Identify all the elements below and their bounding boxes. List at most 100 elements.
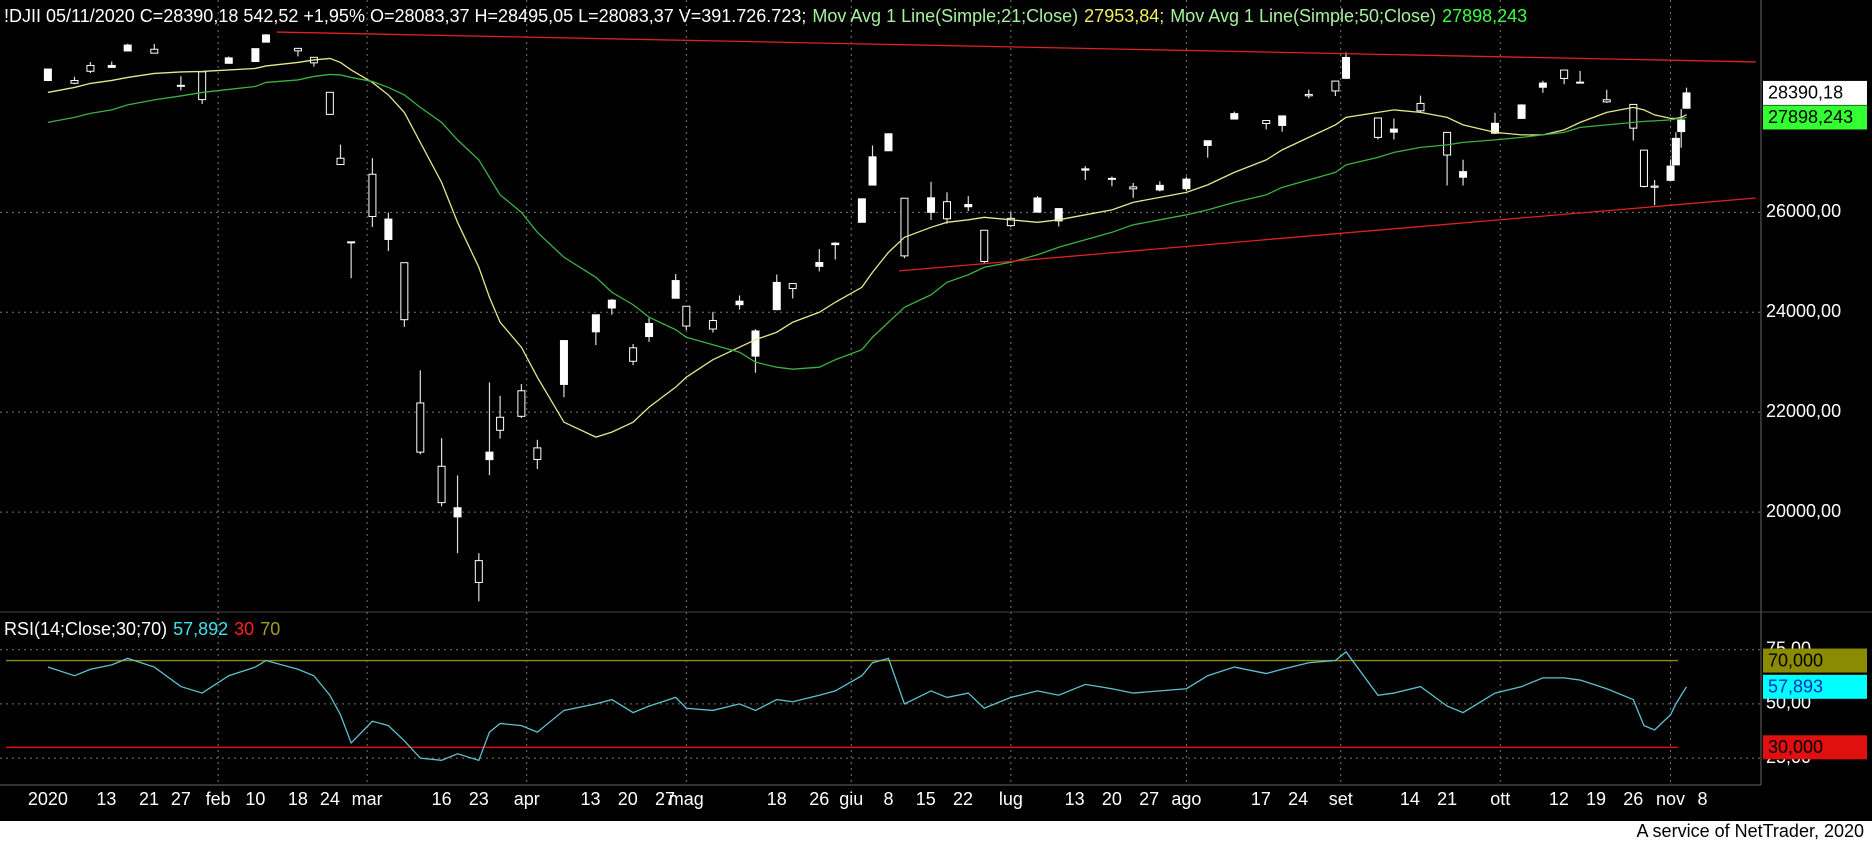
- candle-body: [198, 71, 207, 101]
- trendline: [899, 197, 1756, 272]
- chart-header: !DJII 05/11/2020 C=28390,18 542,52 +1,95…: [4, 6, 1527, 26]
- candle-body: [1677, 119, 1686, 133]
- x-tick-label: 2020: [28, 789, 68, 809]
- level-box: [1763, 648, 1867, 673]
- candle-body: [980, 229, 989, 262]
- candle-body: [1416, 102, 1425, 112]
- candle-body: [1682, 92, 1691, 109]
- x-tick-label: 20: [1102, 789, 1122, 809]
- candle-body: [251, 48, 260, 62]
- header-part: 27953,84;: [1084, 6, 1164, 26]
- candle-body: [293, 47, 302, 52]
- candle-body: [831, 242, 840, 246]
- x-tick-label: feb: [206, 789, 231, 809]
- candle-body: [868, 156, 877, 186]
- candle-body: [70, 79, 79, 84]
- price-label-box: [1763, 105, 1867, 130]
- candle-body: [735, 300, 744, 306]
- candle-body: [1304, 93, 1313, 97]
- x-tick-label: ott: [1490, 789, 1510, 809]
- x-tick-label: nov: [1656, 789, 1685, 809]
- candle-body: [943, 201, 952, 220]
- candle-body: [485, 451, 494, 461]
- candle-body: [884, 133, 893, 152]
- y-tick-label: 24000,00: [1766, 301, 1841, 321]
- x-tick-label: 17: [1251, 789, 1271, 809]
- candle-body: [325, 91, 334, 115]
- header-part: 57,892: [173, 619, 228, 639]
- x-tick-label: 27: [655, 789, 675, 809]
- candle-body: [900, 197, 909, 257]
- candle-body: [496, 416, 505, 431]
- candle-body: [1054, 208, 1063, 222]
- x-tick-label: 26: [809, 789, 829, 809]
- candle-body: [224, 57, 233, 64]
- y-tick-label: 22000,00: [1766, 401, 1841, 421]
- x-tick-label: 27: [171, 789, 191, 809]
- candle-body: [1107, 177, 1116, 180]
- x-tick-label: 20: [618, 789, 638, 809]
- x-tick-label: 24: [1288, 789, 1308, 809]
- price-label-box: [1763, 80, 1867, 105]
- candle-body: [1459, 171, 1468, 178]
- candle-body: [1230, 113, 1239, 120]
- price-label: 28390,18: [1768, 83, 1843, 103]
- candle-body: [607, 299, 616, 309]
- header-part: 70: [260, 619, 280, 639]
- footer-bar: [0, 821, 1872, 844]
- candle-body: [1538, 82, 1547, 88]
- header-part: Mov Avg 1 Line(Simple;50;Close): [1170, 6, 1436, 26]
- candle-body: [1033, 197, 1042, 213]
- trendline: [276, 31, 1756, 63]
- level-label: 30,000: [1768, 737, 1823, 757]
- x-tick-label: 18: [288, 789, 308, 809]
- candle-body: [1182, 178, 1191, 190]
- candle-body: [474, 560, 483, 583]
- x-tick-label: 21: [139, 789, 159, 809]
- header-part: RSI(14;Close;30;70): [4, 619, 167, 639]
- candle-body: [123, 44, 132, 52]
- candle-body: [629, 347, 638, 362]
- rsi-line: [47, 650, 1688, 762]
- x-tick-label: 27: [1139, 789, 1159, 809]
- candle-body: [336, 157, 345, 166]
- x-tick-label: 19: [1586, 789, 1606, 809]
- candle-body: [86, 64, 95, 72]
- candle-body: [927, 197, 936, 213]
- x-tick-label: 22: [953, 789, 973, 809]
- candle-body: [708, 320, 717, 330]
- candle-body: [964, 204, 973, 208]
- price-label-box: [1763, 674, 1867, 699]
- candle-body: [1389, 128, 1398, 133]
- header-part: Mov Avg 1 Line(Simple;21;Close): [812, 6, 1078, 26]
- price-label: 57,893: [1768, 677, 1823, 697]
- candle-body: [815, 262, 824, 267]
- x-tick-label: mar: [352, 789, 383, 809]
- candle-body: [1331, 80, 1340, 92]
- x-tick-label: 13: [1065, 789, 1085, 809]
- x-tick-label: ago: [1171, 789, 1201, 809]
- candle-body: [384, 218, 393, 240]
- candle-body: [517, 390, 526, 417]
- candle-body: [1490, 122, 1499, 134]
- candle-body: [1081, 168, 1090, 171]
- x-tick-label: 26: [1623, 789, 1643, 809]
- candle-body: [1666, 165, 1675, 181]
- x-tick-label: giu: [839, 789, 863, 809]
- candle-body: [682, 305, 691, 327]
- candle-body: [1203, 140, 1212, 146]
- candle-body: [1373, 117, 1382, 138]
- candle-body: [788, 283, 797, 290]
- y-tick-label: 26000,00: [1766, 201, 1841, 221]
- candle-body: [1278, 115, 1287, 126]
- candle-body: [416, 402, 425, 453]
- candle-body: [1629, 103, 1638, 129]
- candle-body: [107, 64, 116, 68]
- footer-text: A service of NetTrader, 2020: [1637, 821, 1864, 841]
- x-tick-label: 24: [320, 789, 340, 809]
- candle-body: [262, 34, 271, 43]
- candle-body: [368, 173, 377, 217]
